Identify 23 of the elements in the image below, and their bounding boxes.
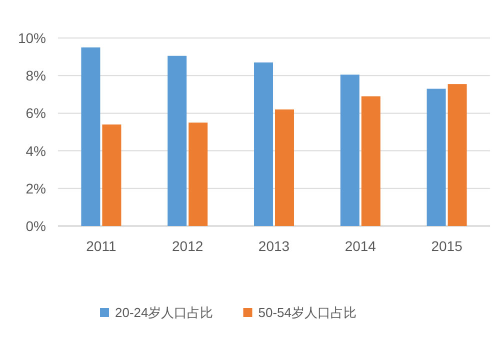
bar [361, 96, 380, 226]
bar [81, 47, 100, 226]
y-tick-label: 10% [18, 30, 46, 46]
bar [448, 84, 467, 226]
y-tick-label: 6% [26, 105, 46, 122]
bar [102, 124, 122, 226]
x-tick-label: 2012 [172, 238, 204, 254]
bar [188, 122, 208, 226]
x-tick-label: 2015 [431, 238, 463, 254]
bar [254, 62, 273, 226]
bar [426, 88, 446, 226]
x-tick-label: 2014 [344, 238, 376, 254]
y-tick-label: 2% [26, 180, 46, 196]
bar [168, 56, 187, 226]
x-tick-label: 2013 [258, 238, 290, 254]
y-tick-label: 0% [26, 218, 46, 234]
legend-label: 20-24岁人口占比 [115, 305, 214, 320]
y-tick-label: 8% [26, 68, 46, 84]
x-tick-label: 2011 [86, 238, 116, 254]
legend-label: 50-54岁人口占比 [258, 305, 356, 320]
bar [275, 109, 294, 226]
y-tick-label: 4% [26, 142, 46, 159]
bar [340, 74, 360, 226]
